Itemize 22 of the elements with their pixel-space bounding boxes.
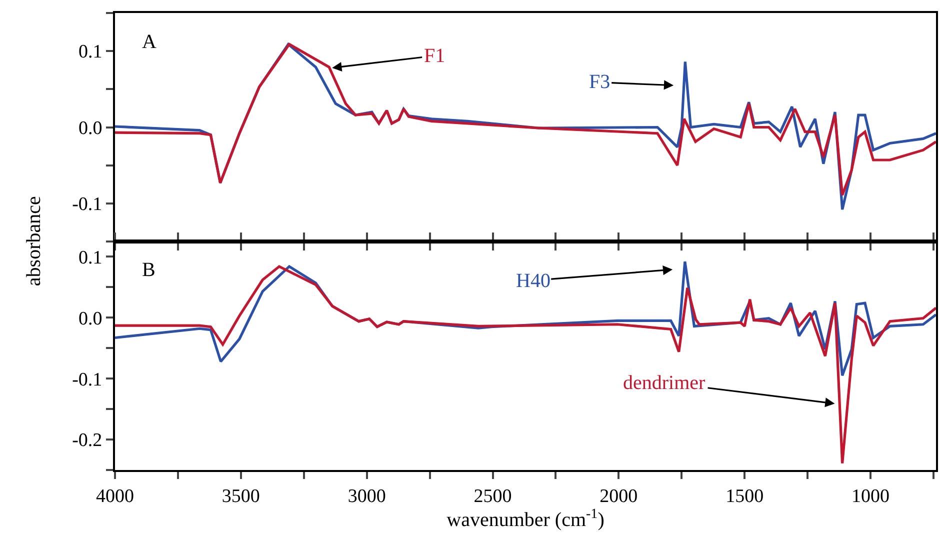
y-tick-label: 0.0 (78, 308, 102, 330)
y-tick-label: -0.1 (72, 369, 102, 390)
annotation: B (142, 259, 156, 281)
y-axis-title: absorbance (23, 196, 46, 286)
x-axis-title: wavenumber (cm$^{-1}$) (446, 506, 604, 532)
x-tick-label: 1000 (852, 486, 890, 507)
x-tick-label: 2500 (474, 486, 512, 507)
x-tick-label: 4000 (96, 486, 134, 507)
text: F1 (424, 45, 446, 67)
annotation: A (142, 31, 157, 53)
y-tick-label: -0.1 (72, 194, 102, 216)
x-tick-label: 3000 (348, 486, 386, 507)
y-tick-label: 0.1 (78, 247, 102, 268)
y-tick-label: -0.2 (72, 430, 102, 452)
x-tick-label: 1500 (726, 486, 764, 507)
x-tick-label: 2000 (600, 486, 638, 507)
series-label: F3 (589, 71, 610, 93)
y-tick-label: 0.1 (78, 42, 102, 63)
x-tick-label: 3500 (222, 486, 260, 507)
series-label: H40 (516, 270, 550, 292)
series-label: dendrimer (623, 372, 706, 394)
y-tick-label: 0.0 (78, 118, 102, 139)
